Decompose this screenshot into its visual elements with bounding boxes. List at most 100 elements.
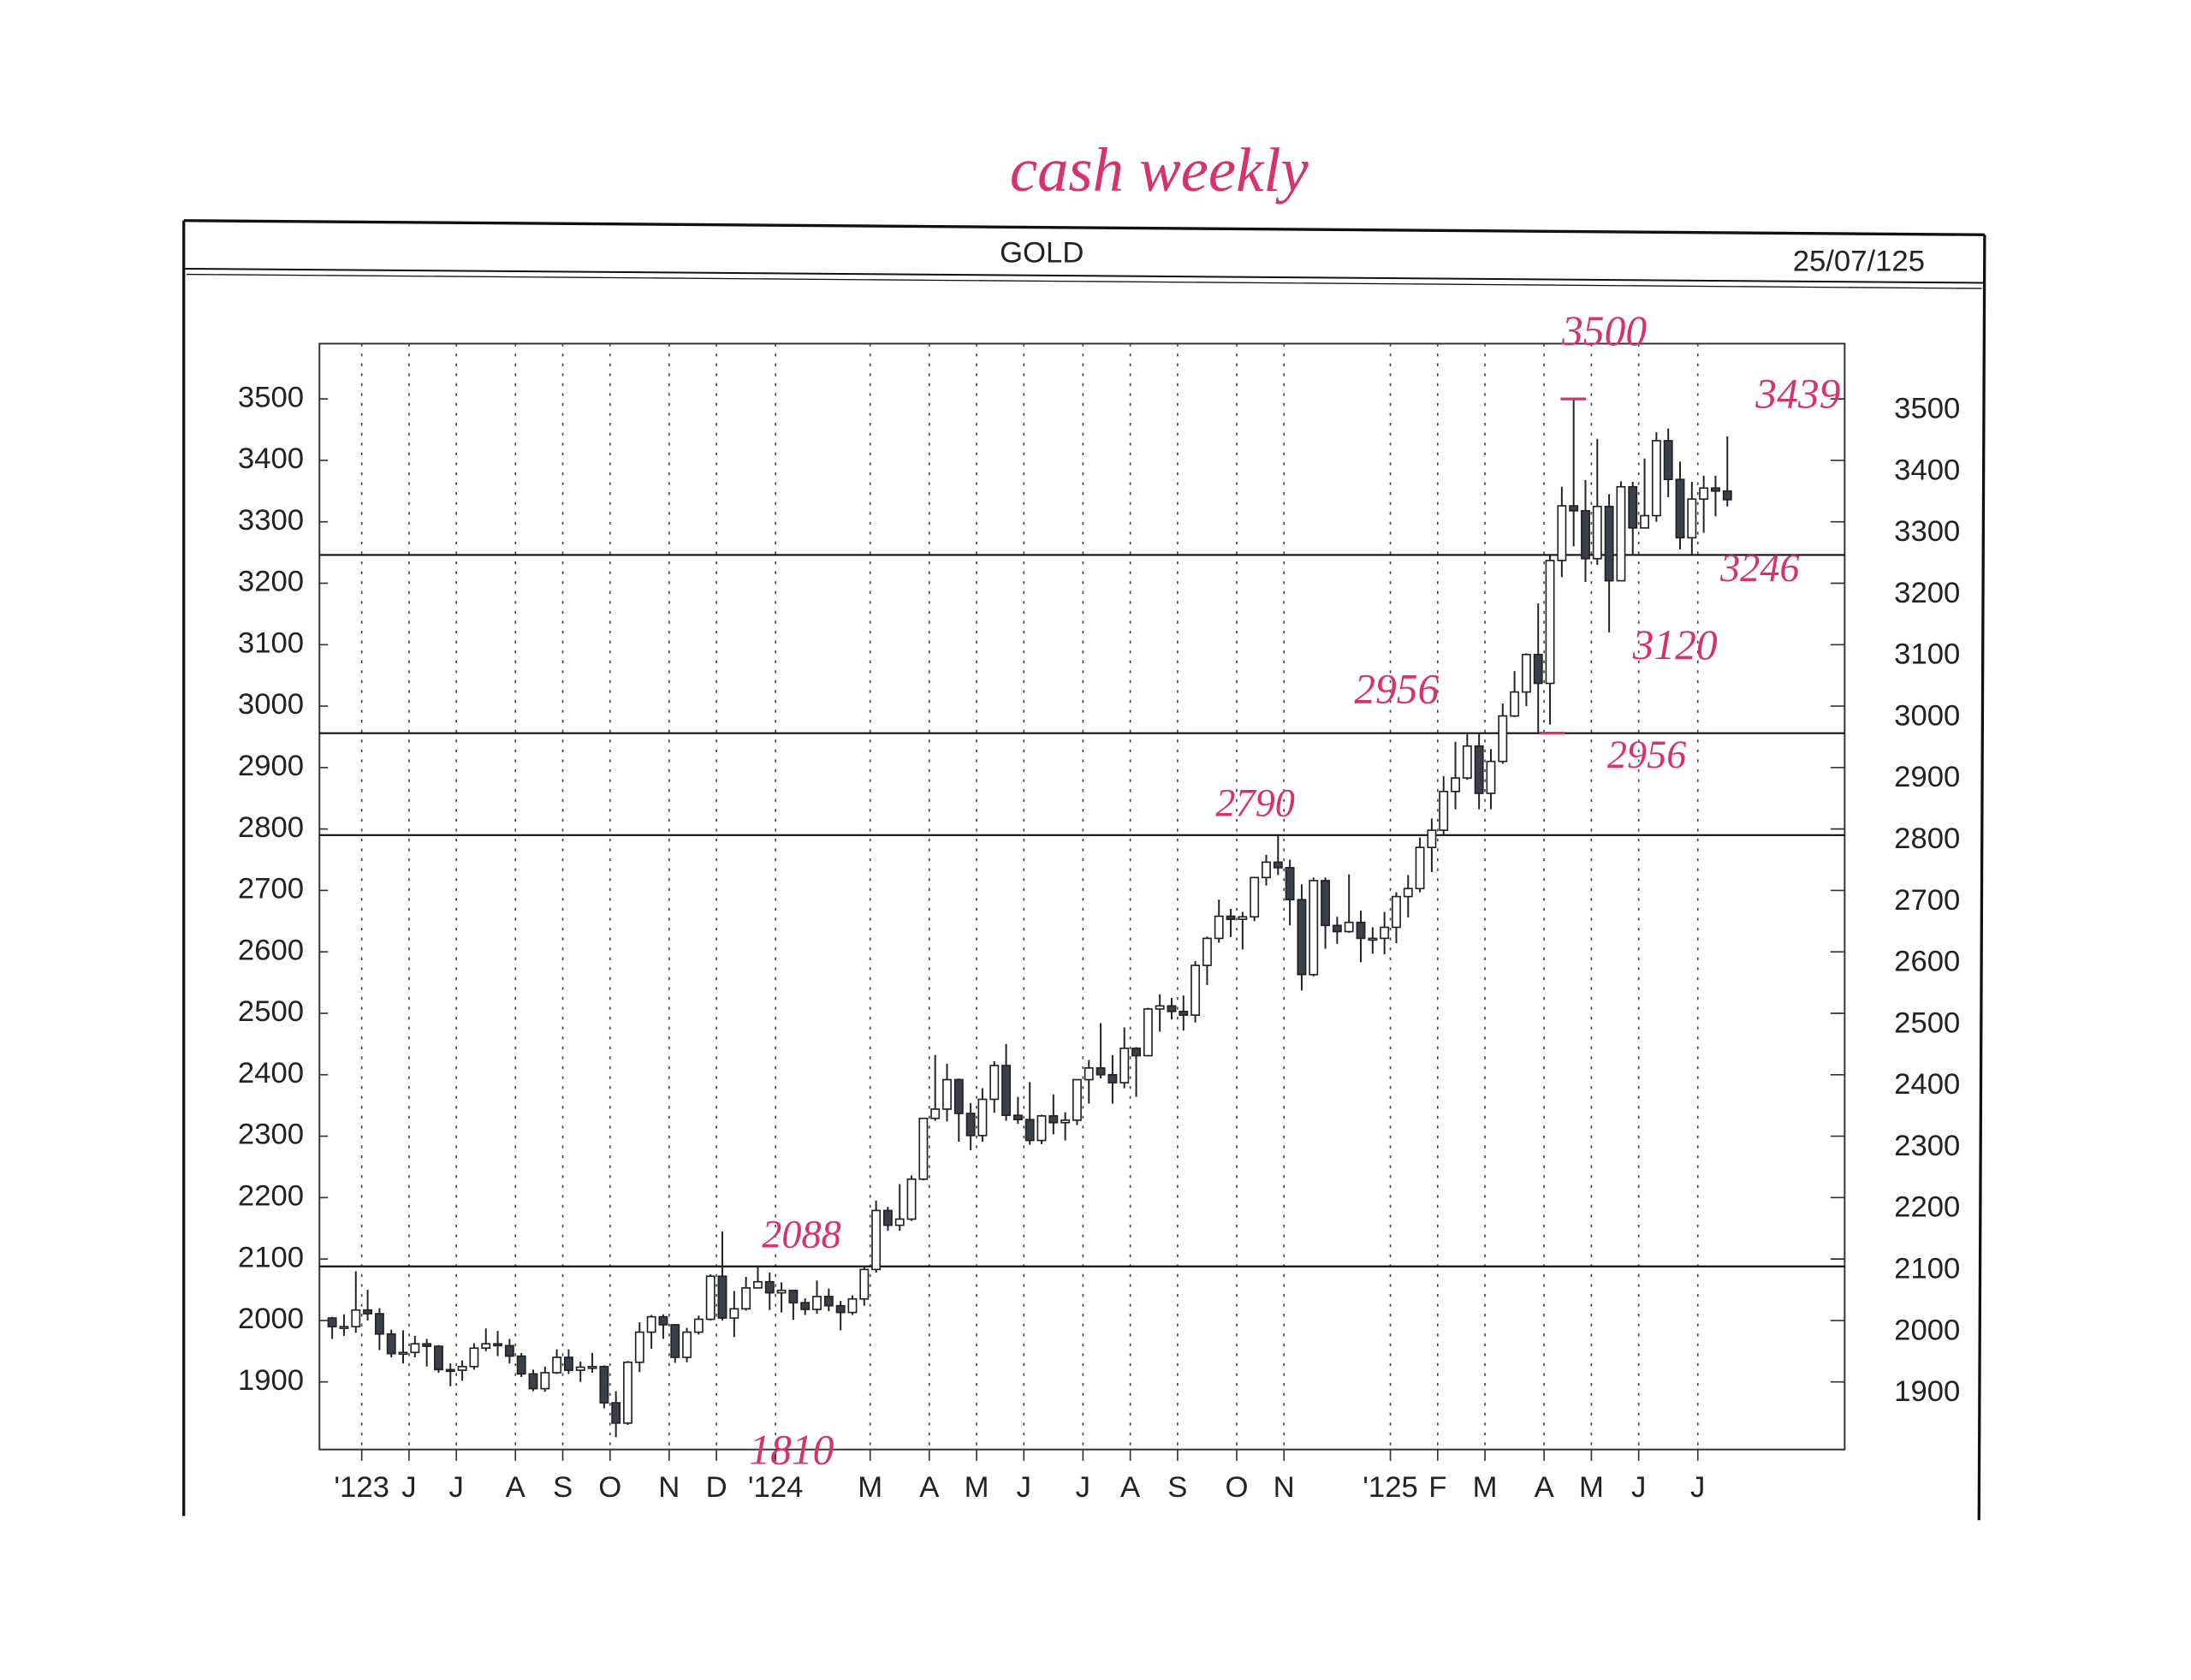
candle-body — [1616, 485, 1626, 582]
candle-body — [1012, 1114, 1023, 1121]
candle-body — [445, 1368, 455, 1373]
price-note: 1810 — [749, 1427, 834, 1474]
candle-body — [611, 1402, 621, 1424]
price-note: 2956 — [1354, 666, 1439, 713]
x-tick-label: M — [1579, 1471, 1604, 1504]
candle-body — [906, 1178, 917, 1220]
candle-body — [1545, 560, 1555, 685]
x-tick-label: A — [1535, 1471, 1555, 1504]
y2-tick-label: 2100 — [1894, 1253, 1960, 1285]
candle-body — [1179, 1011, 1189, 1016]
candle-body — [953, 1078, 964, 1114]
candle-body — [351, 1309, 361, 1327]
candle-body — [1699, 487, 1709, 500]
candle-body — [658, 1315, 668, 1326]
level-label: 2790 — [1215, 781, 1294, 825]
y2-tick-label: 3000 — [1894, 699, 1960, 732]
candle-body — [1072, 1078, 1082, 1121]
chart-date: 25/07/125 — [1793, 245, 1925, 277]
candle-body — [1474, 745, 1484, 794]
candle-body — [1663, 440, 1673, 480]
y-tick-label: 3300 — [238, 504, 304, 537]
y2-tick-label: 2400 — [1894, 1068, 1960, 1101]
candle-body — [1604, 505, 1614, 582]
candle-body — [682, 1331, 692, 1358]
candle-body — [1309, 880, 1319, 976]
y-tick-label: 3200 — [238, 566, 304, 598]
plot-area — [318, 342, 1846, 1451]
candle-body — [1297, 899, 1307, 976]
price-note: 3500 — [1561, 307, 1647, 354]
candle-body — [1119, 1048, 1130, 1083]
x-tick-label: S — [1167, 1471, 1187, 1504]
candle-body — [882, 1209, 893, 1226]
candle-body — [1380, 926, 1390, 940]
candle-body — [1001, 1065, 1012, 1116]
y-tick-label: 2600 — [238, 934, 304, 966]
candle-body — [1722, 490, 1732, 501]
candle-body — [989, 1065, 1000, 1101]
candle-body — [434, 1345, 443, 1371]
y-tick-label: 2700 — [238, 873, 304, 905]
candle-body — [1521, 653, 1531, 693]
x-tick-label: N — [1274, 1471, 1295, 1504]
candle-body — [1036, 1115, 1047, 1142]
candle-body — [1581, 509, 1590, 560]
candle-body — [1107, 1073, 1118, 1083]
candle-body — [457, 1365, 467, 1371]
y2-tick-label: 2500 — [1894, 1006, 1960, 1039]
candle-body — [1167, 1005, 1177, 1012]
candle-body — [1202, 937, 1212, 966]
candle-body — [1451, 777, 1460, 793]
candle-body — [977, 1098, 988, 1137]
x-tick-label: F — [1428, 1471, 1446, 1504]
candle-body — [1711, 487, 1720, 492]
candle-body — [670, 1324, 680, 1358]
candle-body — [812, 1296, 822, 1310]
x-tick-label: N — [658, 1471, 680, 1504]
candle-body — [1096, 1067, 1106, 1076]
x-tick-label: J — [1631, 1471, 1646, 1504]
y2-tick-label: 2000 — [1894, 1314, 1960, 1346]
y2-tick-label: 3500 — [1894, 393, 1960, 425]
candle-body — [1131, 1048, 1141, 1057]
candle-body — [1238, 916, 1248, 920]
candle-body — [1498, 715, 1508, 763]
x-tick-label: S — [553, 1471, 573, 1504]
candle-body — [871, 1209, 882, 1271]
y-tick-label: 2400 — [238, 1057, 304, 1089]
y-tick-label: 3400 — [238, 442, 304, 475]
frame-top — [183, 219, 1985, 236]
candle-body — [1273, 861, 1283, 869]
candle-body — [1640, 514, 1650, 529]
candle-body — [504, 1345, 514, 1357]
candle-body — [788, 1289, 799, 1303]
x-tick-label: O — [1225, 1471, 1248, 1504]
candle-body — [1155, 1005, 1165, 1010]
candle-body — [1415, 846, 1425, 890]
candle-body — [1392, 895, 1401, 929]
candle-body — [1321, 880, 1331, 927]
x-tick-label: J — [1017, 1471, 1031, 1504]
candle-body — [398, 1351, 408, 1356]
candle-body — [1592, 505, 1602, 560]
y-tick-label: 2800 — [238, 811, 304, 844]
y2-tick-label: 2700 — [1894, 884, 1960, 917]
candle-body — [1250, 876, 1260, 918]
x-tick-label: M — [858, 1471, 882, 1504]
y-tick-label: 1900 — [238, 1364, 304, 1397]
candle-body — [1533, 653, 1543, 685]
y-tick-label: 3000 — [238, 688, 304, 721]
y2-tick-label: 3400 — [1894, 454, 1960, 486]
y2-tick-label: 2200 — [1894, 1191, 1960, 1224]
candle-body — [422, 1343, 432, 1347]
candle-body — [1048, 1115, 1059, 1124]
y-tick-label: 3100 — [238, 626, 304, 659]
y-tick-label: 2000 — [238, 1303, 304, 1335]
candle-body — [1403, 887, 1413, 898]
candle-body — [363, 1309, 373, 1315]
header-rule — [187, 273, 1982, 289]
candle-body — [741, 1287, 751, 1310]
